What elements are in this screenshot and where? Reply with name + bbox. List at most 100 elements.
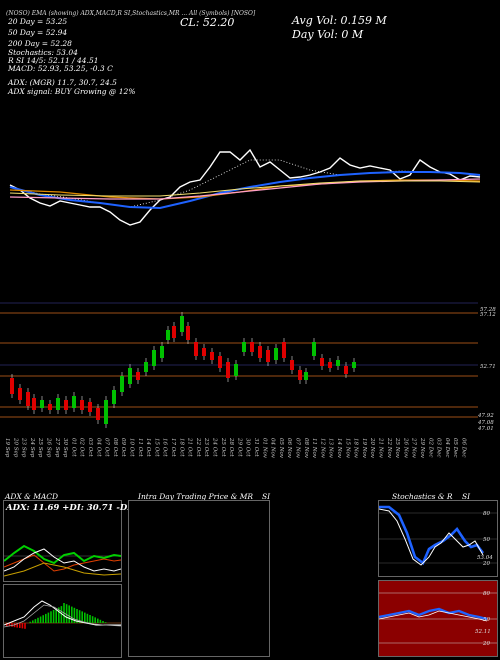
close-price-label: CL: 52.20: [180, 16, 235, 29]
date-label: 04 Dec: [444, 438, 450, 458]
macd-bar: [50, 611, 52, 623]
date-label: 19 Sep: [4, 438, 10, 458]
date-label: 04 Oct: [95, 438, 101, 457]
stoch-panel: 80 50 20 53.04: [378, 500, 498, 577]
date-label: 26 Sep: [46, 437, 52, 458]
candle: [344, 362, 348, 378]
macd-bar: [78, 610, 81, 623]
price-line: [9, 148, 481, 226]
candle: [226, 358, 230, 382]
candle: [56, 394, 60, 414]
candle: [336, 356, 340, 370]
chart-title-line: (NOSO) EMA (showing) ADX,MACD,R SI,Stoch…: [6, 10, 256, 17]
date-label: 11 Nov: [311, 438, 317, 459]
candle: [312, 338, 316, 360]
rsi-label: R SI 14/5: 52.11 / 44.51: [8, 56, 99, 65]
date-label: 30 Oct: [245, 438, 251, 457]
dotted-line: [9, 159, 481, 208]
svg-text:50: 50: [483, 537, 490, 543]
macd-bar: [39, 616, 42, 623]
macd-chart: [4, 600, 121, 629]
macd-bar: [37, 617, 39, 623]
macd-bar: [16, 623, 18, 628]
stoch-value: 53.04: [477, 555, 493, 561]
macd-label: MACD: 52.93, 53.25, -0.3 C: [8, 64, 113, 73]
date-label: 23 Oct: [203, 437, 209, 457]
date-label: 03 Dec: [436, 438, 442, 458]
macd-bar: [99, 619, 102, 623]
date-label: 05 Nov: [278, 438, 284, 459]
date-label: 25 Sep: [37, 437, 43, 458]
adx-values: ADX: 11.69 +DI: 30.71 -DI: 24.29: [6, 503, 164, 513]
adx-panel: ADX: 11.69 +DI: 30.71 -DI: 24.29: [3, 500, 164, 582]
candle: [166, 326, 170, 344]
date-label: 25 Nov: [394, 437, 400, 459]
date-label: 01 Nov: [261, 438, 267, 459]
date-label: 27 Nov: [411, 437, 417, 459]
candle: [160, 342, 164, 362]
candle: [64, 396, 68, 414]
macd-bar: [73, 607, 76, 623]
stoch-panel-title: Stochastics & R: [392, 492, 453, 501]
date-label: 21 Oct: [187, 437, 193, 457]
macd-bar: [21, 623, 24, 629]
date-label: 08 Oct: [112, 438, 118, 457]
macd-bar: [19, 623, 21, 628]
macd-bar: [6, 623, 8, 626]
macd-bar: [29, 621, 31, 623]
date-label: 20 Nov: [369, 437, 375, 459]
candle: [80, 396, 84, 414]
candle: [266, 346, 270, 366]
macd-bar: [45, 613, 47, 623]
candle: [202, 344, 206, 360]
candle: [218, 352, 222, 372]
price-reference-lines: [0, 302, 478, 418]
ema-20-label: 20 Day = 53.25: [8, 17, 68, 26]
date-label: 23 Sep: [21, 437, 27, 458]
candle: [304, 368, 308, 384]
macd-bar: [94, 617, 96, 623]
date-label: 20 Sep: [12, 437, 18, 458]
ema-200-label: 200 Day = 52.28: [8, 39, 72, 48]
date-label: 12 Nov: [319, 438, 325, 459]
date-label: 18 Nov: [353, 438, 359, 459]
price-axis-label: 57.12: [480, 312, 496, 318]
macd-histogram: [6, 603, 107, 629]
price-axis-label: 47.08: [477, 420, 494, 426]
price-axis-label: 57.28: [480, 307, 496, 313]
date-label: 28 Oct: [228, 437, 234, 457]
candle: [144, 358, 148, 376]
date-label: 07 Nov: [295, 438, 301, 459]
date-label: 25 Oct: [220, 437, 226, 457]
stoch-chart: 80 50 20 53.04: [379, 505, 497, 567]
candle: [180, 312, 184, 336]
date-label: 22 Oct: [195, 437, 201, 457]
macd-bar: [24, 623, 26, 629]
candle: [88, 398, 92, 416]
candle: [328, 358, 332, 372]
date-label: 05 Dec: [452, 438, 458, 458]
date-label: 07 Oct: [104, 438, 110, 457]
price-axis-label: 47.01: [477, 426, 494, 432]
macd-bar: [97, 618, 99, 623]
ema-lines: [9, 148, 481, 226]
date-label: 06 Nov: [286, 438, 292, 459]
day-volume-label: Day Vol: 0 M: [292, 28, 364, 41]
macd-bar: [104, 622, 107, 623]
macd-bar: [60, 606, 63, 623]
macd-bar: [11, 623, 13, 627]
svg-text:80: 80: [483, 511, 490, 517]
macd-bar: [42, 615, 44, 623]
candle: [40, 396, 44, 412]
date-label: 15 Nov: [344, 438, 350, 459]
avg-volume-label: Avg Vol: 0.159 M: [292, 14, 387, 27]
date-label: 30 Sep: [62, 438, 68, 458]
date-label: 02 Dec: [427, 438, 433, 458]
rsi-panel: 80 50 20 52.11: [378, 580, 498, 657]
date-label: 24 Oct: [212, 437, 218, 457]
date-label: 26 Nov: [402, 437, 408, 459]
date-label: 14 Nov: [336, 438, 342, 459]
date-label: 19 Nov: [361, 438, 367, 459]
candle: [72, 392, 76, 412]
candle: [320, 354, 324, 370]
